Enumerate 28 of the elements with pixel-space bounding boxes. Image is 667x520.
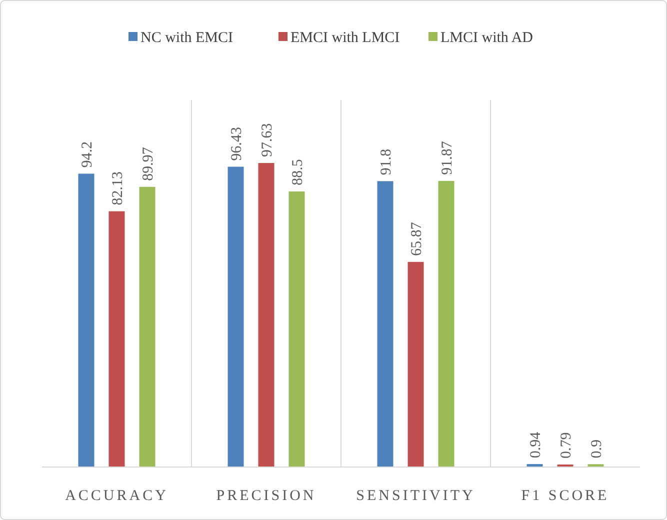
data-label: 82.13 bbox=[110, 172, 126, 206]
bar bbox=[78, 174, 94, 467]
data-label: 0.79 bbox=[558, 432, 574, 459]
x-tick-label: F1 SCORE bbox=[521, 488, 610, 504]
bar bbox=[258, 163, 274, 467]
data-label: 89.97 bbox=[140, 146, 156, 181]
data-label: 88.5 bbox=[290, 159, 306, 186]
x-tick-label: ACCURACY bbox=[65, 488, 168, 504]
bar bbox=[108, 211, 125, 467]
bar bbox=[377, 181, 394, 467]
x-tick-label: PRECISION bbox=[216, 488, 316, 504]
legend-label: NC with EMCI bbox=[140, 30, 234, 46]
x-tick-label: SENSITIVITY bbox=[356, 488, 476, 504]
data-label: 96.43 bbox=[228, 126, 245, 161]
data-label: 94.2 bbox=[79, 141, 96, 168]
data-label: 65.87 bbox=[408, 222, 425, 256]
bar bbox=[408, 262, 424, 467]
legend-label: EMCI with LMCI bbox=[290, 30, 400, 46]
data-label: 97.63 bbox=[259, 123, 276, 157]
data-label: 91.8 bbox=[378, 148, 394, 176]
bar bbox=[288, 191, 305, 467]
bar bbox=[139, 186, 156, 467]
bar bbox=[228, 166, 244, 467]
bar bbox=[438, 180, 454, 467]
data-label: 0.94 bbox=[528, 431, 544, 458]
data-label: 0.9 bbox=[588, 439, 605, 458]
legend-label: LMCI with AD bbox=[440, 30, 534, 46]
data-label: 91.87 bbox=[439, 140, 456, 175]
